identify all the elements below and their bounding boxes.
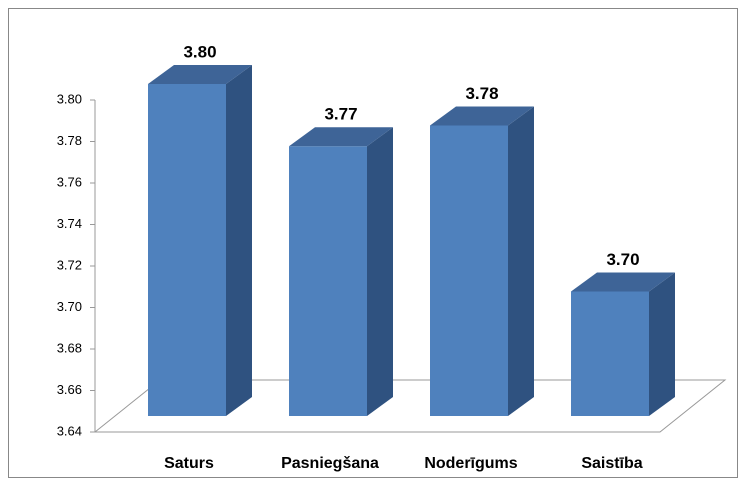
bar-side [226,65,252,416]
y-tick-label: 3.68 [57,340,82,355]
bar-side [367,127,393,416]
bar-front [571,291,649,416]
x-tick-label: Saistība [581,455,642,472]
bar-top [571,272,675,292]
x-tick-label: Noderīgums [424,455,517,472]
bar-front [289,146,367,416]
bar-top [430,106,534,126]
value-label: 3.77 [324,105,357,124]
bar-front [148,84,226,416]
bar-side [649,272,675,416]
y-tick-label: 3.74 [57,216,82,231]
y-tick-label: 3.70 [57,299,82,314]
value-label: 3.70 [606,250,639,269]
bar-side [508,106,534,416]
value-label: 3.78 [465,84,498,103]
x-tick-label: Pasniegšana [281,455,379,472]
bar-top [289,127,393,147]
y-tick-label: 3.66 [57,382,82,397]
value-label: 3.80 [183,42,216,61]
y-tick-label: 3.76 [57,174,82,189]
x-tick-label: Saturs [164,455,214,472]
bar-top [148,65,252,84]
y-tick-label: 3.78 [57,133,82,148]
bar-front [430,125,508,416]
y-tick-label: 3.64 [57,423,82,438]
y-tick-label: 3.80 [57,91,82,106]
y-tick-label: 3.72 [57,257,82,272]
floor [93,379,727,433]
